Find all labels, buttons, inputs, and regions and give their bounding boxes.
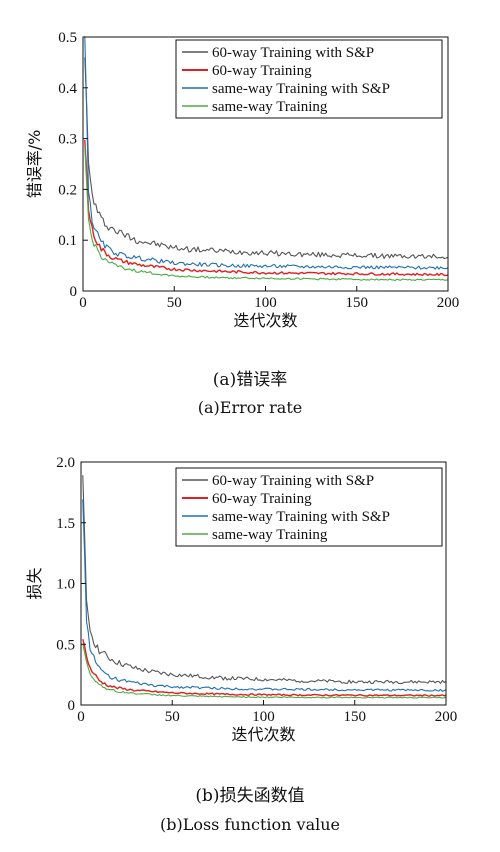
legend-label-4: same-way Training bbox=[212, 99, 328, 115]
legend: 60-way Training with S&P 60-way Training s… bbox=[175, 39, 443, 119]
legend-label-2: 60-way Training bbox=[212, 63, 312, 79]
legend-box bbox=[175, 39, 443, 119]
y-tick-label: 0.3 bbox=[58, 132, 77, 148]
legend-label-3: same-way Training with S&P bbox=[212, 81, 390, 97]
loss-chart: 0 50 100 150 200 0 0.5 1.0 1.5 2.0 迭代次数 损失 60-way Tr… bbox=[25, 455, 458, 744]
series-line-4 bbox=[82, 643, 447, 699]
legend-box bbox=[175, 467, 443, 547]
series-line-3 bbox=[82, 499, 447, 692]
x-tick-label: 200 bbox=[437, 295, 460, 311]
series-line-4 bbox=[84, 146, 449, 282]
y-tick-label: 1.0 bbox=[56, 577, 75, 593]
y-tick-label: 0.1 bbox=[58, 233, 77, 249]
x-tick-label: 0 bbox=[77, 709, 85, 725]
y-tick-label: 0.4 bbox=[58, 81, 77, 97]
legend-label-1: 60-way Training with S&P bbox=[212, 473, 374, 489]
x-tick-label: 50 bbox=[165, 709, 180, 725]
y-axis-label: 错误率/% bbox=[25, 130, 44, 199]
y-tick-label: 2.0 bbox=[56, 455, 75, 471]
caption-en-b: (b)Loss function value bbox=[159, 815, 341, 834]
y-tick-label: 1.5 bbox=[56, 516, 75, 532]
legend: 60-way Training with S&P 60-way Training s… bbox=[175, 467, 443, 547]
y-tick-label: 0 bbox=[68, 698, 76, 714]
caption-en-a: (a)Error rate bbox=[197, 398, 303, 417]
series-line-1 bbox=[82, 475, 447, 684]
y-axis-label: 损失 bbox=[25, 567, 44, 599]
x-tick-label: 150 bbox=[344, 709, 367, 725]
series-line-2 bbox=[82, 639, 447, 697]
series-line-3 bbox=[84, 36, 449, 270]
x-tick-label: 50 bbox=[167, 295, 182, 311]
y-tick-label: 0.5 bbox=[58, 30, 77, 46]
legend-label-4: same-way Training bbox=[212, 527, 328, 543]
y-tick-label: 0.5 bbox=[56, 637, 75, 653]
error-rate-chart: 0 50 100 150 200 0 0.1 0.2 0.3 0.4 0.5 迭代次数 错误率/% 60-… bbox=[25, 30, 460, 330]
y-tick-label: 0.2 bbox=[58, 182, 77, 198]
series-line-2 bbox=[84, 139, 449, 277]
x-tick-label: 0 bbox=[79, 295, 87, 311]
y-tick-label: 0 bbox=[70, 284, 78, 300]
x-tick-label: 100 bbox=[254, 295, 277, 311]
series-line-1 bbox=[84, 57, 449, 260]
legend-label-2: 60-way Training bbox=[212, 491, 312, 507]
legend-label-1: 60-way Training with S&P bbox=[212, 45, 374, 61]
x-tick-label: 150 bbox=[346, 295, 369, 311]
legend-label-3: same-way Training with S&P bbox=[212, 509, 390, 525]
x-tick-label: 100 bbox=[252, 709, 275, 725]
x-axis-label: 迭代次数 bbox=[231, 725, 295, 744]
x-axis-label: 迭代次数 bbox=[233, 311, 297, 330]
caption-zh-a: (a)错误率 bbox=[212, 370, 288, 390]
caption-zh-b: (b)损失函数值 bbox=[195, 786, 305, 806]
x-tick-label: 200 bbox=[435, 709, 458, 725]
